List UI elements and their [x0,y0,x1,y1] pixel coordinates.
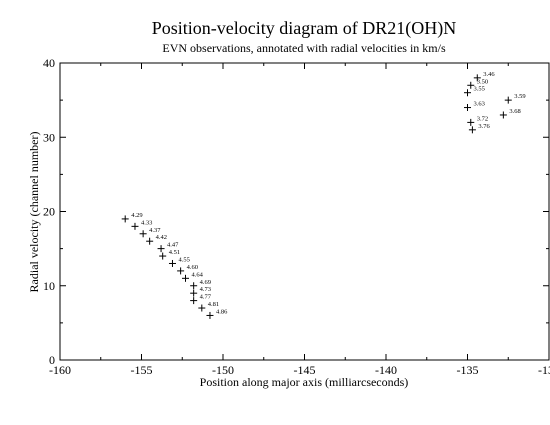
velocity-label: 3.50 [477,78,488,85]
data-point: 4.29 [121,212,143,223]
velocity-label: 3.76 [478,123,490,130]
velocity-label: 3.63 [474,101,485,108]
velocity-label: 4.42 [156,234,167,241]
x-tick-label: -135 [457,363,479,377]
velocity-label: 4.86 [216,308,228,315]
velocity-label: 4.73 [200,286,211,293]
data-point: 4.42 [146,234,167,245]
velocity-label: 4.37 [149,227,161,234]
velocity-label: 4.55 [178,256,189,263]
data-point: 3.59 [504,93,526,104]
x-tick-label: -160 [49,363,71,377]
y-axis-label: Radial velocity (channel number) [27,132,41,293]
velocity-label: 4.51 [169,249,180,256]
x-axis-label: Position along major axis (milliarcsecon… [200,375,409,389]
velocity-label: 3.68 [509,108,520,115]
velocity-label: 4.69 [200,279,211,286]
data-point: 4.64 [182,271,204,282]
velocity-label: 3.72 [477,115,488,122]
data-point: 4.81 [198,301,219,312]
y-tick-label: 30 [43,130,55,144]
velocity-label: 4.77 [200,294,212,301]
chart-title: Position-velocity diagram of DR21(OH)N [152,18,456,39]
velocity-label: 3.55 [474,86,485,93]
data-point: 3.68 [499,108,521,119]
data-points: 4.294.334.374.424.474.514.554.604.644.69… [121,71,526,319]
data-point: 4.37 [139,227,161,238]
velocity-label: 4.29 [131,212,142,219]
y-tick-label: 10 [43,279,55,293]
data-point: 3.76 [468,123,491,134]
velocity-label: 4.81 [208,301,219,308]
data-point: 3.50 [467,78,488,89]
velocity-label: 3.46 [483,71,495,78]
velocity-label: 4.47 [167,242,179,249]
data-point: 4.73 [190,286,211,297]
velocity-label: 4.33 [141,219,152,226]
data-point: 4.33 [131,219,152,230]
data-point: 4.69 [190,279,211,290]
y-tick-label: 40 [43,56,55,70]
data-point: 4.86 [206,308,228,319]
y-tick-label: 20 [43,205,55,219]
x-tick-label: -140 [375,363,397,377]
y-tick-label: 0 [49,353,55,367]
data-point: 4.47 [157,242,179,253]
x-tick-label: -150 [212,363,234,377]
x-tick-label: -155 [131,363,153,377]
data-point: 3.55 [464,86,485,97]
data-point: 3.63 [464,101,485,112]
data-point: 4.77 [190,294,212,305]
data-point: 4.55 [168,256,190,267]
velocity-label: 4.60 [187,264,198,271]
x-tick-label: -130 [538,363,550,377]
x-tick-label: -145 [294,363,316,377]
axes: -160 -155 -150 -145 -140 -135 -130 0 10 20 30 40 [43,56,550,377]
chart-subtitle: EVN observations, annotated with radial … [162,41,446,55]
data-point: 4.60 [177,264,198,275]
data-point: 3.72 [467,115,488,126]
data-point: 3.46 [473,71,495,82]
data-point: 4.51 [159,249,180,260]
velocity-label: 3.59 [514,93,525,100]
velocity-label: 4.64 [192,271,204,278]
